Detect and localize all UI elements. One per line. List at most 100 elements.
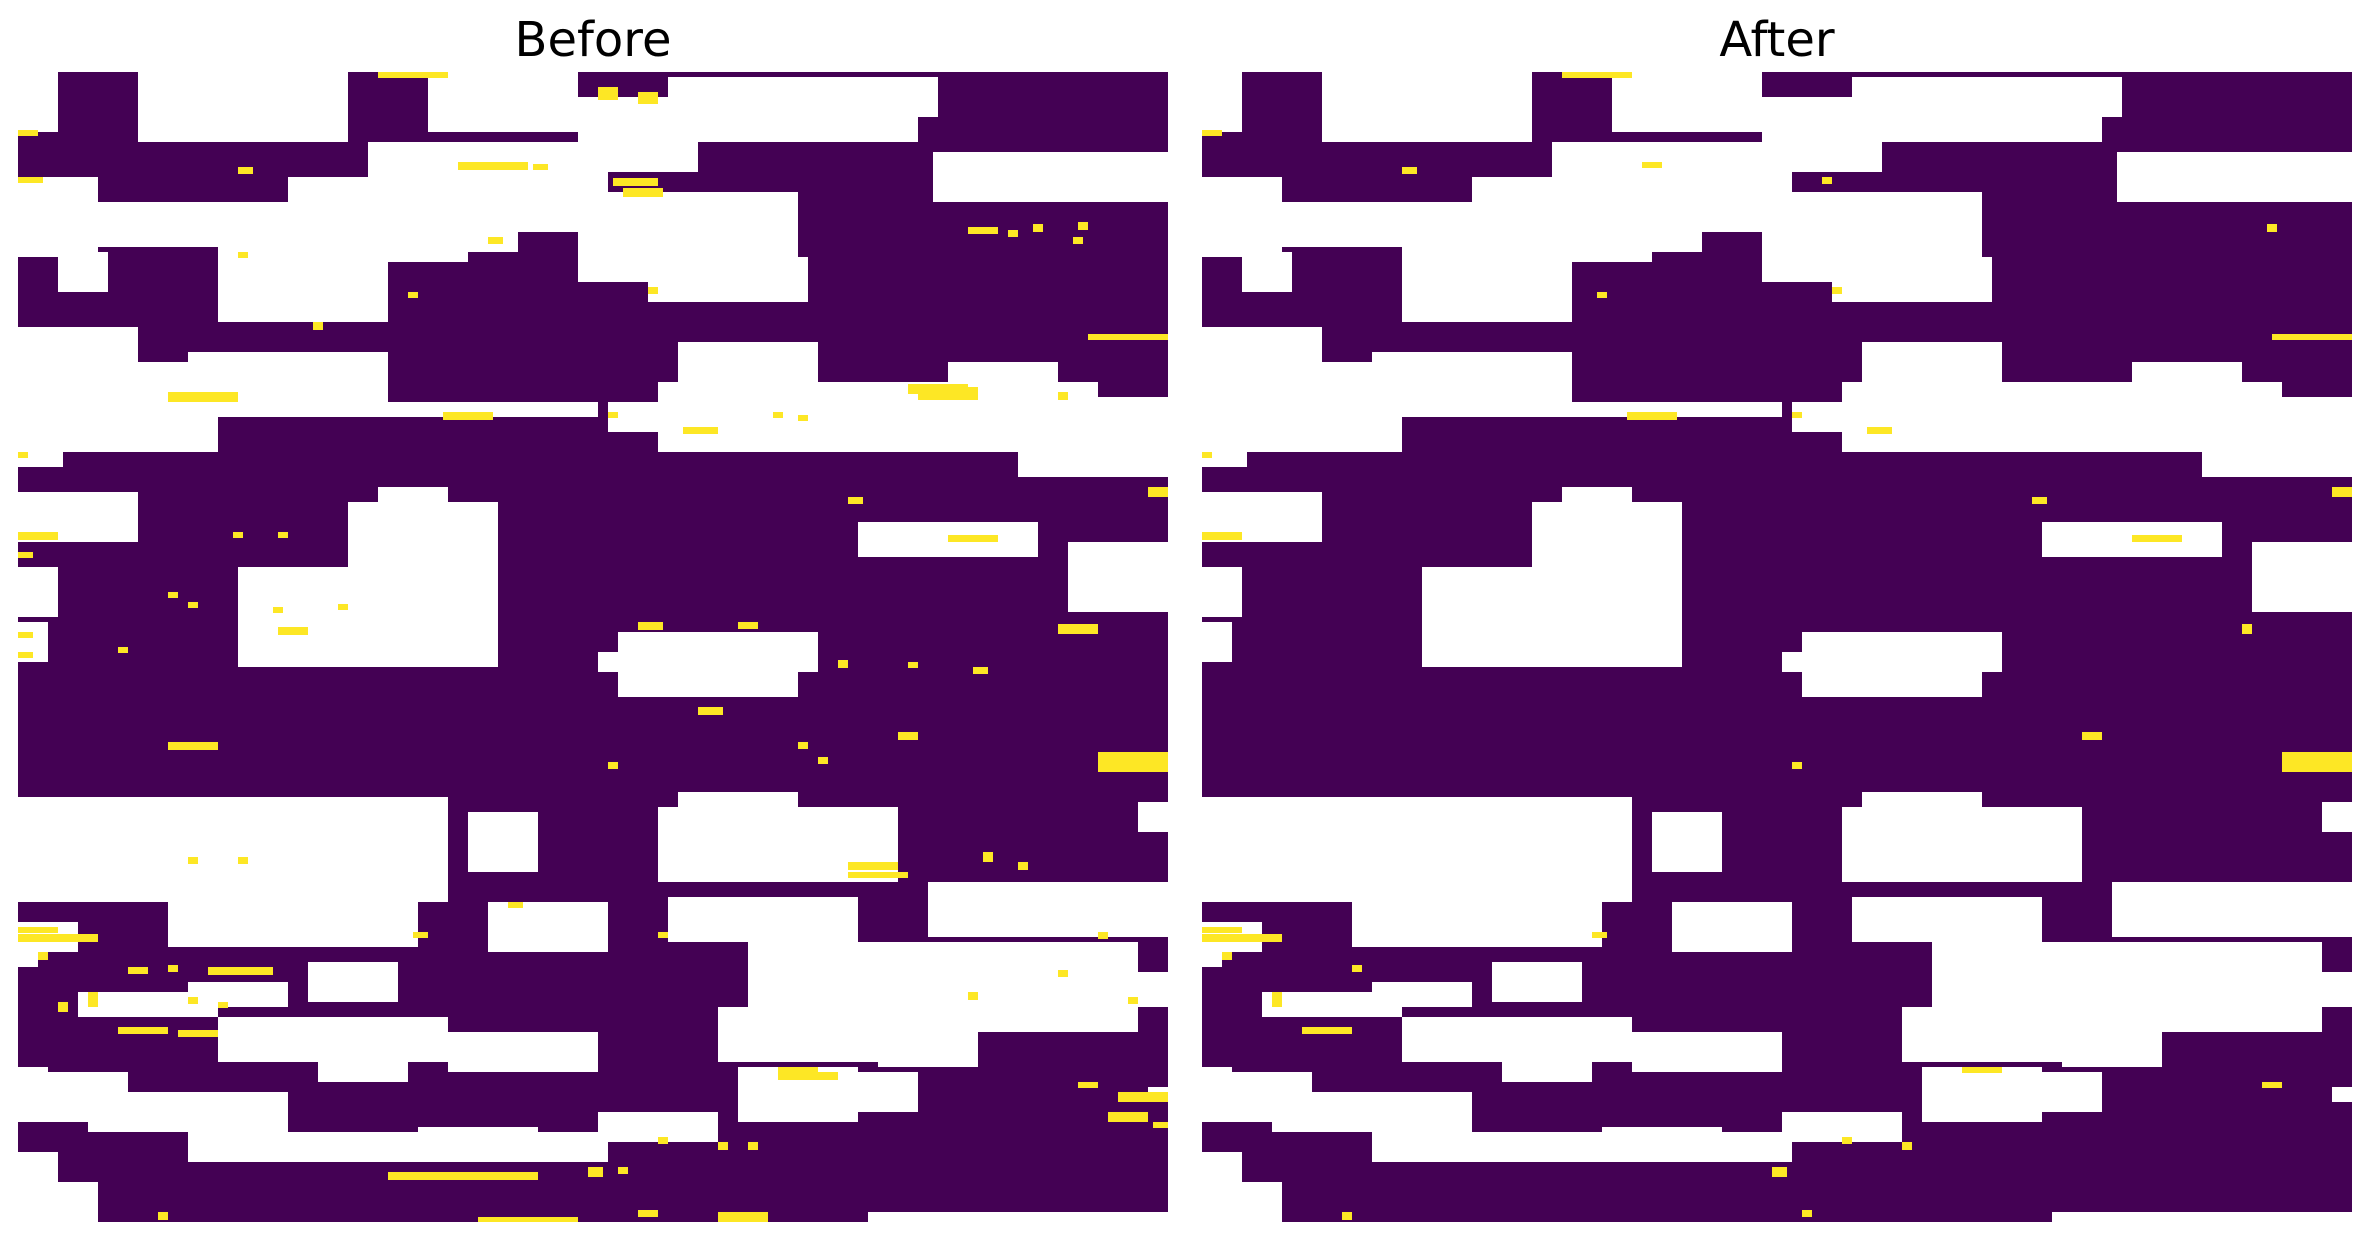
- after-isolated-cluster: [1202, 927, 1242, 933]
- before-isolated-cluster: [128, 967, 148, 974]
- before-isolated-cluster: [658, 1137, 668, 1144]
- after-solid-region: [1242, 252, 1292, 292]
- before-isolated-cluster: [1108, 1112, 1148, 1122]
- after-isolated-cluster: [1202, 130, 1222, 136]
- before-solid-region: [18, 417, 63, 467]
- after-isolated-cluster: [1342, 1212, 1352, 1220]
- after-isolated-cluster: [1272, 992, 1282, 1007]
- after-solid-region: [1322, 72, 1532, 142]
- before-isolated-cluster: [278, 532, 288, 538]
- before-solid-region: [188, 352, 388, 417]
- after-solid-region: [1492, 962, 1582, 1002]
- before-solid-region: [378, 487, 448, 522]
- after-solid-region: [1202, 417, 1247, 467]
- before-isolated-cluster: [618, 1167, 628, 1174]
- after-isolated-cluster: [2242, 624, 2252, 634]
- before-isolated-cluster: [18, 652, 33, 658]
- before-isolated-cluster: [378, 72, 448, 78]
- before-isolated-cluster: [1098, 932, 1108, 939]
- before-isolated-cluster: [1148, 487, 1168, 497]
- before-isolated-cluster: [1073, 237, 1083, 244]
- after-isolated-cluster: [2032, 497, 2047, 504]
- before-isolated-cluster: [18, 177, 43, 183]
- before-isolated-cluster: [168, 965, 178, 972]
- before-solid-region: [18, 937, 38, 967]
- after-solid-region: [1902, 1007, 2072, 1062]
- after-isolated-cluster: [1402, 167, 1417, 174]
- after-solid-region: [1842, 807, 2082, 882]
- after-solid-region: [2252, 397, 2352, 442]
- before-solid-region: [18, 567, 58, 617]
- before-isolated-cluster: [18, 934, 98, 942]
- before-isolated-cluster: [1078, 222, 1088, 230]
- before-solid-region: [1078, 567, 1168, 597]
- before-isolated-cluster: [188, 997, 198, 1004]
- after-solid-region: [2117, 152, 2352, 202]
- after-solid-region: [2322, 802, 2352, 832]
- before-isolated-cluster: [408, 292, 418, 298]
- after-isolated-cluster: [1597, 292, 1607, 298]
- before-solid-region: [933, 152, 1168, 202]
- after-isolated-cluster: [1202, 532, 1242, 540]
- before-isolated-cluster: [1128, 997, 1138, 1004]
- after-solid-region: [1432, 612, 1552, 647]
- before-isolated-cluster: [638, 622, 663, 630]
- before-isolated-cluster: [778, 1072, 838, 1080]
- before-isolated-cluster: [613, 178, 658, 186]
- before-solid-region: [18, 1182, 98, 1222]
- after-isolated-cluster: [1867, 427, 1892, 434]
- before-isolated-cluster: [208, 967, 273, 975]
- before-isolated-cluster: [188, 857, 198, 864]
- before-isolated-cluster: [1098, 752, 1168, 772]
- after-solid-region: [1852, 77, 2122, 117]
- before-isolated-cluster: [1088, 334, 1168, 340]
- after-isolated-cluster: [1302, 1027, 1352, 1034]
- after-solid-region: [1652, 812, 1722, 872]
- after-solid-region: [1272, 1092, 1472, 1132]
- before-solid-region: [468, 812, 538, 872]
- before-isolated-cluster: [238, 252, 248, 258]
- after-isolated-cluster: [2282, 752, 2352, 772]
- after-isolated-cluster: [1832, 287, 1842, 294]
- before-isolated-cluster: [18, 532, 58, 540]
- before-isolated-cluster: [38, 952, 48, 960]
- before-isolated-cluster: [58, 1002, 68, 1012]
- before-isolated-cluster: [658, 932, 668, 938]
- after-isolated-cluster: [1792, 412, 1802, 418]
- before-isolated-cluster: [18, 552, 33, 558]
- after-isolated-cluster: [2267, 224, 2277, 232]
- before-isolated-cluster: [533, 164, 548, 170]
- after-solid-region: [1202, 567, 1242, 617]
- before-solid-region: [878, 992, 978, 1067]
- before-solid-region: [18, 177, 98, 257]
- before-solid-region: [308, 962, 398, 1002]
- after-isolated-cluster: [2272, 334, 2352, 340]
- after-solid-region: [1202, 177, 1282, 257]
- after-solid-region: [1922, 1067, 2042, 1122]
- before-solid-region: [368, 402, 598, 417]
- before-isolated-cluster: [1018, 862, 1028, 870]
- before-solid-region: [858, 1072, 918, 1112]
- before-solid-region: [648, 257, 808, 302]
- before-isolated-cluster: [698, 707, 723, 715]
- after-solid-region: [1972, 952, 2092, 982]
- after-solid-region: [1202, 72, 1242, 132]
- before-solid-region: [608, 402, 688, 432]
- after-solid-region: [1472, 882, 1602, 947]
- after-isolated-cluster: [1822, 177, 1832, 184]
- after-solid-region: [2262, 567, 2352, 597]
- after-isolated-cluster: [1902, 1142, 1912, 1150]
- before-isolated-cluster: [968, 992, 978, 1000]
- before-solid-region: [58, 252, 108, 292]
- before-isolated-cluster: [233, 532, 243, 538]
- before-isolated-cluster: [983, 852, 993, 862]
- before-isolated-cluster: [848, 862, 898, 870]
- before-isolated-cluster: [313, 322, 323, 330]
- before-isolated-cluster: [748, 1142, 758, 1150]
- after-solid-region: [2042, 1072, 2102, 1112]
- after-solid-region: [1632, 1032, 1782, 1072]
- before-isolated-cluster: [718, 1142, 728, 1150]
- before-isolated-cluster: [18, 130, 38, 136]
- before-isolated-cluster: [848, 872, 908, 878]
- before-isolated-cluster: [168, 592, 178, 598]
